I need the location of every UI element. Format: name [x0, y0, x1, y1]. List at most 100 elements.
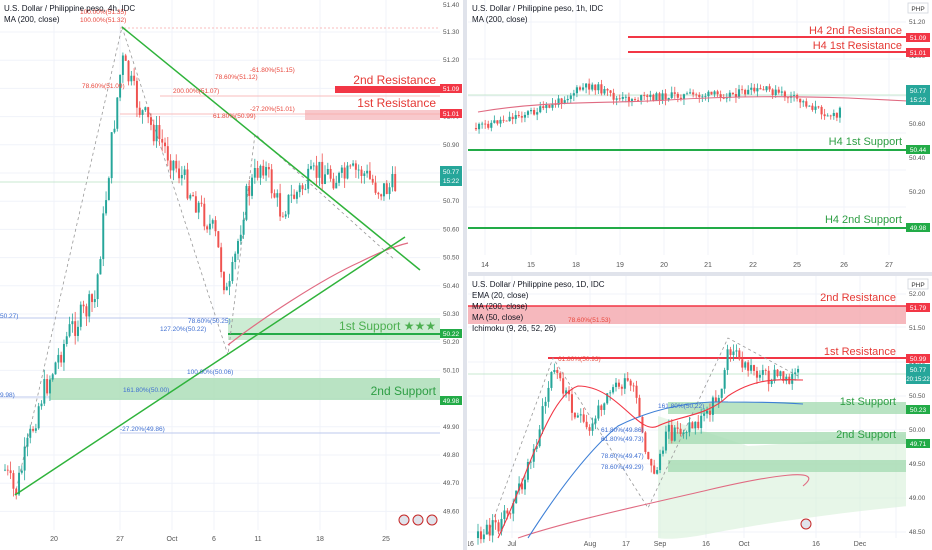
candle-body — [287, 194, 290, 215]
y-tick: 50.60 — [909, 121, 926, 128]
candle-body — [107, 178, 110, 201]
candle-body — [606, 393, 609, 404]
candle-body — [186, 169, 189, 199]
y-tick: 50.30 — [443, 311, 460, 318]
x-tick: 25 — [793, 262, 801, 269]
candle-body — [169, 160, 172, 171]
candle-body — [116, 97, 119, 129]
y-tick: 50.70 — [443, 198, 460, 205]
candle-body — [588, 427, 591, 431]
candle-body — [309, 166, 312, 169]
fib-label: 50.27) — [0, 313, 18, 320]
indicator-label[interactable]: EMA (20, close) — [472, 291, 529, 300]
chart-4h[interactable]: 100.00%(51.35) 100.00%(51.32) -61.80%(51… — [0, 0, 462, 550]
h4-support-2-label: H4 2nd Support — [825, 214, 902, 226]
indicator-label[interactable]: Ichimoku (9, 26, 52, 26) — [472, 324, 557, 333]
candle-body — [488, 524, 491, 536]
flag-icon[interactable] — [412, 514, 424, 526]
flag-icon[interactable] — [800, 518, 812, 530]
price-tag-s1 — [440, 329, 462, 338]
indicator-label[interactable]: MA (200, close) — [4, 15, 60, 24]
candle-body — [617, 382, 620, 387]
candle-body — [655, 93, 658, 101]
chart-1d[interactable]: 78.60%(51.53) 61.80%(50.93) 161.80%(50.2… — [468, 276, 932, 550]
candle-body — [717, 397, 720, 403]
candle-body — [799, 98, 802, 103]
candle-body — [808, 105, 811, 107]
candle-body — [551, 103, 554, 108]
resistance-2-label: 2nd Resistance — [820, 292, 896, 304]
candle-body — [477, 123, 481, 130]
candle-body — [529, 461, 532, 463]
candle-body — [127, 60, 130, 82]
pane-divider[interactable] — [468, 272, 932, 276]
candle-body — [135, 80, 138, 108]
x-tick: 17 — [622, 541, 630, 548]
fib-label: 78.60%(51.12) — [215, 74, 258, 81]
candle-body — [779, 371, 782, 377]
chart-1h[interactable]: H4 2nd Resistance H4 1st Resistance H4 1… — [468, 0, 932, 272]
indicator-label[interactable]: MA (200, close) — [472, 302, 528, 311]
candle-body — [650, 459, 653, 466]
candle-body — [315, 165, 318, 178]
candle-body — [726, 349, 729, 371]
candle-body — [178, 168, 181, 179]
candle-body — [65, 336, 68, 345]
candle-body — [231, 261, 234, 282]
chart-title[interactable]: U.S. Dollar / Philippine peso, 4h, IDC — [4, 4, 136, 13]
price-tag-s1 — [906, 145, 930, 154]
candle-body — [780, 91, 783, 93]
candle-body — [542, 106, 545, 109]
candle-body — [298, 185, 301, 193]
support-2-zone — [668, 432, 906, 444]
flag-icon[interactable] — [398, 514, 410, 526]
y-tick: 52.00 — [909, 291, 926, 298]
price-tag-text: 15:22 — [443, 178, 460, 185]
y-tick: 50.00 — [909, 427, 926, 434]
candle-body — [343, 167, 346, 179]
candle-body — [99, 259, 102, 275]
candle-body — [579, 414, 582, 416]
candle-body — [368, 170, 371, 179]
fib-label: 78.60%(49.29) — [601, 464, 644, 471]
pane-divider[interactable] — [463, 0, 467, 550]
candle-body — [324, 174, 326, 184]
candle-body — [366, 170, 369, 174]
candle-body — [773, 369, 776, 381]
candle-body — [682, 432, 685, 434]
price-tag-current — [906, 85, 930, 105]
candle-body — [644, 432, 647, 452]
fib-label: 61.80%(50.93) — [558, 356, 601, 363]
x-tick: 21 — [704, 262, 712, 269]
candles — [476, 344, 800, 545]
indicator-label[interactable]: MA (50, close) — [472, 313, 524, 322]
candle-body — [377, 192, 380, 195]
candle-body — [720, 388, 723, 398]
candle-body — [661, 93, 664, 101]
indicator-label[interactable]: MA (200, close) — [472, 15, 528, 24]
candle-body — [496, 120, 499, 124]
price-axis[interactable] — [440, 0, 462, 550]
candle-body — [609, 392, 612, 394]
candle-body — [225, 286, 228, 291]
candle-body — [155, 125, 158, 142]
chart-title[interactable]: U.S. Dollar / Philippine peso, 1h, IDC — [472, 4, 604, 13]
candle-body — [768, 86, 771, 90]
price-tag-text: 20:15:22 — [906, 377, 930, 383]
candle-body — [523, 114, 527, 118]
y-tick: 51.20 — [443, 57, 460, 64]
candle-body — [338, 172, 341, 183]
chart-1h-svg: H4 2nd Resistance H4 1st Resistance H4 1… — [468, 0, 932, 272]
chart-title[interactable]: U.S. Dollar / Philippine peso, 1D, IDC — [472, 280, 605, 289]
candle-body — [532, 448, 535, 462]
price-tag-text: 49.71 — [910, 441, 927, 448]
currency-badge[interactable] — [907, 2, 929, 14]
fib-label: 100.00%(51.35) — [80, 9, 126, 16]
candle-body — [526, 111, 530, 115]
y-tick: 51.30 — [443, 29, 460, 36]
candle-body — [183, 169, 186, 175]
flag-icon[interactable] — [426, 514, 438, 526]
currency-badge[interactable] — [907, 278, 929, 290]
candle-body — [805, 101, 808, 107]
candle-body — [771, 89, 774, 95]
